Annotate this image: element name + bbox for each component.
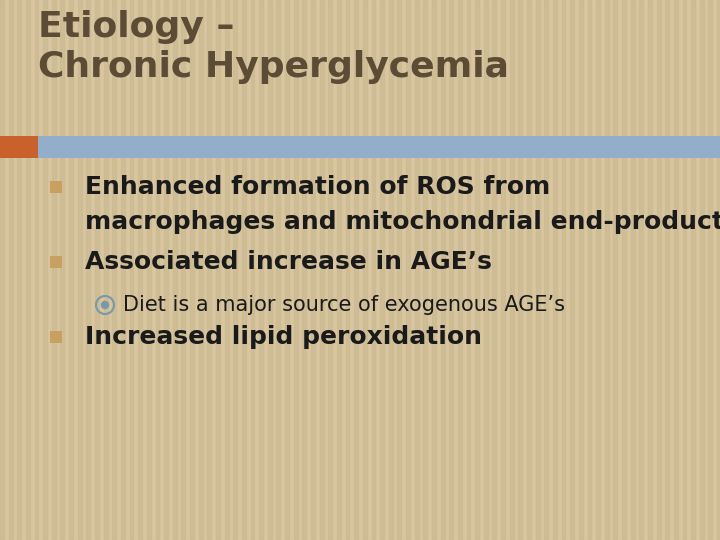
Bar xyxy=(328,0,332,540)
Bar xyxy=(112,0,116,540)
Bar xyxy=(50,331,62,343)
Bar xyxy=(562,0,565,540)
Bar xyxy=(130,0,133,540)
Text: Associated increase in AGE’s: Associated increase in AGE’s xyxy=(85,250,492,274)
Text: Enhanced formation of ROS from: Enhanced formation of ROS from xyxy=(85,175,550,199)
Bar xyxy=(441,0,444,540)
Bar xyxy=(181,0,185,540)
Bar xyxy=(631,0,634,540)
Bar xyxy=(78,0,81,540)
Bar xyxy=(164,0,168,540)
Bar xyxy=(510,0,513,540)
Circle shape xyxy=(102,301,109,308)
Bar xyxy=(588,0,591,540)
Bar xyxy=(657,0,660,540)
Bar xyxy=(458,0,462,540)
Bar xyxy=(579,0,582,540)
Bar xyxy=(311,0,315,540)
Bar xyxy=(285,0,289,540)
Bar xyxy=(380,0,384,540)
Bar xyxy=(138,0,142,540)
Bar xyxy=(536,0,539,540)
Bar xyxy=(406,0,410,540)
Bar xyxy=(337,0,341,540)
Bar xyxy=(302,0,306,540)
Bar xyxy=(0,136,720,158)
Bar xyxy=(700,0,703,540)
Bar xyxy=(276,0,280,540)
Text: Increased lipid peroxidation: Increased lipid peroxidation xyxy=(85,325,482,349)
Bar xyxy=(259,0,263,540)
Bar xyxy=(17,0,21,540)
Bar xyxy=(294,0,297,540)
Bar xyxy=(363,0,366,540)
Bar xyxy=(147,0,150,540)
Bar xyxy=(691,0,695,540)
Bar xyxy=(492,0,496,540)
Bar xyxy=(475,0,479,540)
Bar xyxy=(320,0,323,540)
Text: Diet is a major source of exogenous AGE’s: Diet is a major source of exogenous AGE’… xyxy=(123,295,565,315)
Bar xyxy=(268,0,271,540)
Text: Etiology –: Etiology – xyxy=(38,10,235,44)
Bar xyxy=(0,0,4,540)
Bar xyxy=(622,0,626,540)
Bar xyxy=(665,0,669,540)
Bar xyxy=(251,0,254,540)
Bar xyxy=(233,0,237,540)
Bar xyxy=(225,0,228,540)
Bar xyxy=(423,0,427,540)
Text: Chronic Hyperglycemia: Chronic Hyperglycemia xyxy=(38,50,509,84)
Bar xyxy=(346,0,349,540)
Bar xyxy=(86,0,90,540)
Bar xyxy=(372,0,375,540)
Bar xyxy=(121,0,125,540)
Bar xyxy=(69,0,73,540)
Bar xyxy=(0,136,38,158)
Bar xyxy=(199,0,202,540)
Bar xyxy=(596,0,600,540)
Bar xyxy=(467,0,470,540)
Bar xyxy=(484,0,487,540)
Bar xyxy=(389,0,392,540)
Bar xyxy=(570,0,574,540)
Bar xyxy=(544,0,548,540)
Bar xyxy=(60,0,64,540)
Bar xyxy=(501,0,505,540)
Bar xyxy=(156,0,159,540)
Bar xyxy=(449,0,453,540)
Bar xyxy=(518,0,522,540)
Bar xyxy=(207,0,211,540)
Bar xyxy=(415,0,418,540)
Text: macrophages and mitochondrial end-products: macrophages and mitochondrial end-produc… xyxy=(85,210,720,234)
Bar xyxy=(173,0,176,540)
Bar xyxy=(648,0,652,540)
Bar xyxy=(605,0,608,540)
Bar xyxy=(639,0,643,540)
Bar xyxy=(613,0,617,540)
Bar xyxy=(190,0,194,540)
Bar xyxy=(683,0,686,540)
Bar xyxy=(216,0,220,540)
Bar xyxy=(553,0,557,540)
Bar xyxy=(35,0,38,540)
Bar xyxy=(397,0,401,540)
Bar xyxy=(527,0,531,540)
Bar xyxy=(717,0,720,540)
Bar xyxy=(9,0,12,540)
Bar xyxy=(95,0,99,540)
Bar xyxy=(432,0,436,540)
Bar xyxy=(708,0,712,540)
Bar xyxy=(43,0,47,540)
Bar xyxy=(50,181,62,193)
Bar xyxy=(52,0,55,540)
Bar xyxy=(104,0,107,540)
Bar xyxy=(26,0,30,540)
Bar xyxy=(354,0,358,540)
Bar xyxy=(674,0,678,540)
Bar xyxy=(242,0,246,540)
Bar xyxy=(50,256,62,268)
